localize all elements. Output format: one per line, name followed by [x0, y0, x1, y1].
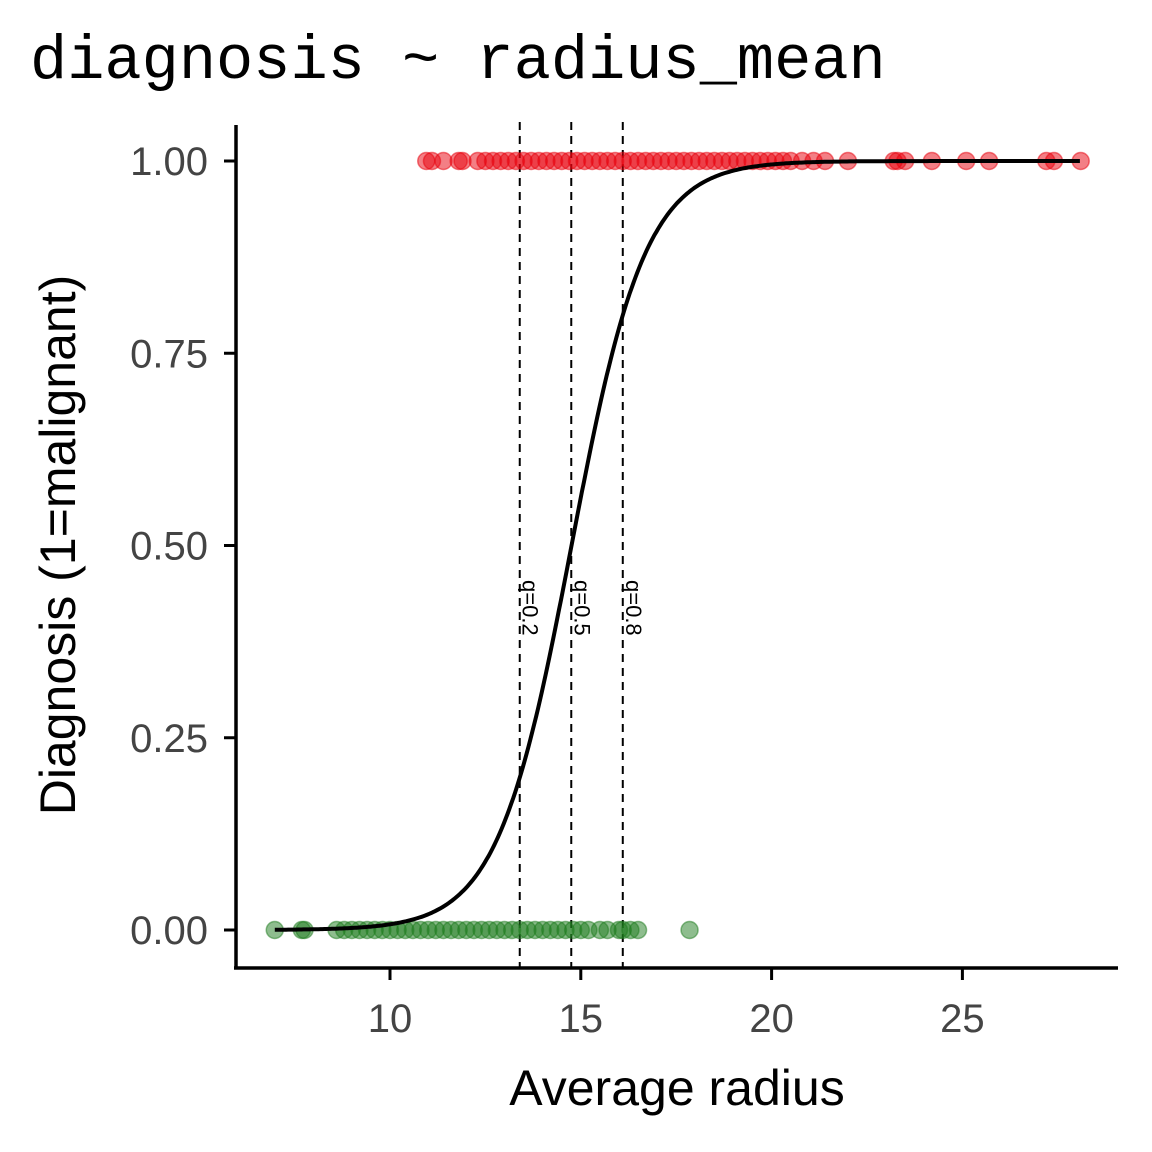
- quantile-label: q=0.8: [621, 580, 646, 636]
- y-tick-label: 0.75: [130, 332, 208, 376]
- y-axis-label: Diagnosis (1=malignant): [30, 275, 86, 816]
- y-tick-label: 0.50: [130, 525, 208, 569]
- x-tick-label: 20: [749, 997, 794, 1041]
- benign-point: [680, 920, 699, 940]
- chart-title: diagnosis ~ radius_mean: [30, 26, 886, 97]
- x-tick-label: 15: [559, 997, 604, 1041]
- quantile-lines: q=0.2 q=0.5 q=0.8: [518, 122, 646, 968]
- x-tick-label: 10: [368, 997, 413, 1041]
- y-tick-label: 0.25: [130, 717, 208, 761]
- logistic-curve: [274, 159, 1080, 932]
- y-tick-label: 1.00: [130, 140, 208, 184]
- malignant-points: [417, 151, 1090, 171]
- x-tick-label: 25: [940, 997, 985, 1041]
- malignant-point: [453, 151, 472, 171]
- y-tick-label: 0.00: [130, 909, 208, 953]
- x-axis-label: Average radius: [509, 1060, 844, 1116]
- x-ticks: 10 15 20 25: [368, 968, 985, 1041]
- quantile-label: q=0.2: [518, 580, 543, 636]
- benign-point: [628, 920, 648, 940]
- quantile-label: q=0.5: [569, 580, 594, 636]
- malignant-point: [434, 151, 453, 171]
- y-ticks: 0.00 0.25 0.50 0.75 1.00: [130, 140, 236, 953]
